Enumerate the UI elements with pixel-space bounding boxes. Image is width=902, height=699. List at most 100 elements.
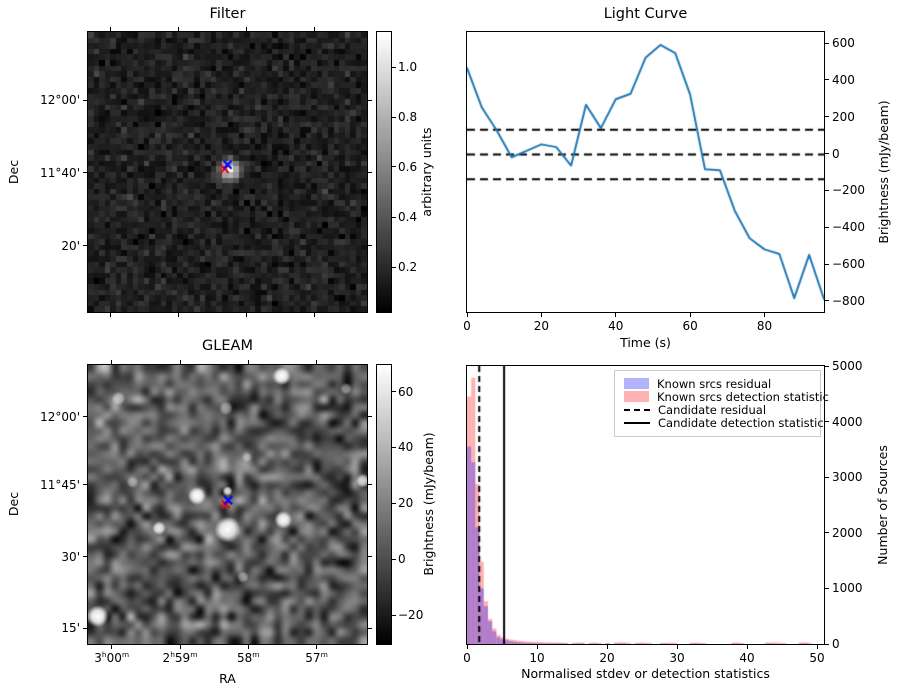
- tick-mark: [368, 99, 372, 101]
- tick-label: 0: [463, 319, 471, 333]
- gleam-title: GLEAM: [202, 338, 253, 354]
- filter-heatmap-canvas: [88, 32, 367, 312]
- tick-label: 1.0: [398, 60, 418, 75]
- tick-mark: [247, 645, 249, 649]
- legend-label: Candidate residual: [658, 403, 767, 418]
- tick-mark: [392, 558, 396, 560]
- tick-mark: [825, 476, 829, 478]
- tick-mark: [368, 416, 372, 418]
- tick-mark: [83, 245, 87, 247]
- tick-label: 15': [61, 621, 80, 636]
- legend-item-candidate-detection: Candidate detection statistic: [624, 416, 824, 430]
- tick-mark: [246, 313, 248, 317]
- tick-mark: [314, 27, 316, 31]
- tick-label: 11°40': [40, 165, 80, 180]
- tick-mark: [179, 360, 181, 364]
- tick-label: 3h00m: [94, 650, 130, 665]
- legend-item-known-srcs-detection: Known srcs detection statistic: [624, 390, 829, 404]
- tick-mark: [368, 484, 372, 486]
- tick-label: 2000: [832, 525, 863, 540]
- light-curve-title: Light Curve: [603, 6, 688, 22]
- tick-label: 4000: [832, 414, 863, 429]
- tick-mark: [247, 360, 249, 364]
- tick-label: 80: [756, 319, 773, 333]
- tick-mark: [83, 172, 87, 174]
- tick-label: 0: [832, 146, 840, 161]
- tick-label: 600: [832, 36, 855, 51]
- tick-label: −20: [398, 608, 424, 623]
- legend-item-candidate-residual: Candidate residual: [624, 403, 811, 418]
- filter-title: Filter: [209, 6, 246, 22]
- tick-mark: [392, 266, 396, 268]
- tick-label: 50: [809, 651, 825, 665]
- tick-mark: [316, 360, 318, 364]
- solid-line-sample: [624, 422, 650, 425]
- tick-label: 20: [533, 319, 550, 333]
- tick-label: 20: [599, 651, 615, 665]
- tick-mark: [368, 556, 372, 558]
- gleam-ylabel: Dec: [6, 491, 22, 517]
- histogram-xlabel: Normalised stdev or detection statistics: [521, 666, 770, 681]
- light-curve-xlabel: Time (s): [620, 335, 671, 350]
- filter-colorbar-label: arbitrary units: [419, 127, 435, 217]
- legend-label: Known srcs residual: [657, 376, 772, 391]
- light-curve-canvas: [467, 32, 824, 312]
- tick-label: 10: [529, 651, 545, 665]
- tick-mark: [178, 27, 180, 31]
- light-curve-ylabel: Brightness (mJy/beam): [876, 100, 892, 244]
- tick-mark: [392, 216, 396, 218]
- legend-label: Candidate detection statistic: [658, 416, 824, 431]
- tick-mark: [466, 645, 468, 649]
- tick-mark: [392, 446, 396, 448]
- legend-label: Known srcs detection statistic: [657, 389, 829, 404]
- histogram-legend: Known srcs residual Known srcs detection…: [614, 370, 829, 437]
- tick-label: 30: [669, 651, 685, 665]
- tick-mark: [109, 27, 111, 31]
- tick-mark: [689, 313, 691, 317]
- tick-label: 60: [682, 319, 698, 333]
- tick-label: −200: [832, 183, 865, 198]
- tick-mark: [825, 153, 829, 155]
- tick-label: 40: [739, 651, 755, 665]
- gleam-heatmap-canvas: [88, 365, 367, 644]
- tick-mark: [83, 627, 87, 629]
- tick-label: 0.8: [398, 110, 418, 124]
- tick-label: 60: [398, 384, 414, 399]
- tick-label: 1000: [832, 581, 863, 596]
- light-curve-plot-area: [466, 31, 825, 313]
- tick-mark: [392, 614, 396, 616]
- tick-mark: [536, 645, 538, 649]
- blue-histogram-swatch: [624, 378, 649, 389]
- tick-label: 0: [398, 552, 406, 567]
- histogram-ylabel: Number of Sources: [875, 445, 891, 565]
- tick-mark: [825, 116, 829, 118]
- tick-mark: [746, 645, 748, 649]
- tick-mark: [816, 645, 818, 649]
- tick-label: 40: [398, 440, 414, 455]
- gleam-colorbar: [376, 364, 392, 645]
- tick-mark: [825, 643, 829, 645]
- dashed-line-sample: [624, 409, 650, 412]
- tick-mark: [825, 421, 829, 423]
- tick-label: 0: [463, 651, 471, 665]
- tick-label: 20: [398, 496, 414, 511]
- tick-mark: [109, 313, 111, 317]
- tick-label: 58m: [237, 650, 260, 665]
- tick-label: −400: [832, 220, 865, 235]
- tick-mark: [825, 365, 829, 367]
- tick-mark: [825, 42, 829, 44]
- tick-mark: [825, 263, 829, 265]
- tick-mark: [111, 360, 113, 364]
- tick-label: −800: [832, 293, 865, 308]
- tick-label: 400: [832, 72, 855, 87]
- tick-mark: [825, 226, 829, 228]
- tick-mark: [246, 27, 248, 31]
- tick-label: 0: [832, 637, 840, 651]
- tick-label: 11°45': [40, 477, 80, 492]
- gleam-colorbar-label: Brightness (mJy/beam): [421, 432, 437, 576]
- tick-mark: [764, 313, 765, 317]
- tick-label: 5000: [832, 359, 863, 373]
- tick-mark: [178, 313, 180, 317]
- tick-mark: [392, 116, 396, 118]
- tick-mark: [825, 532, 829, 534]
